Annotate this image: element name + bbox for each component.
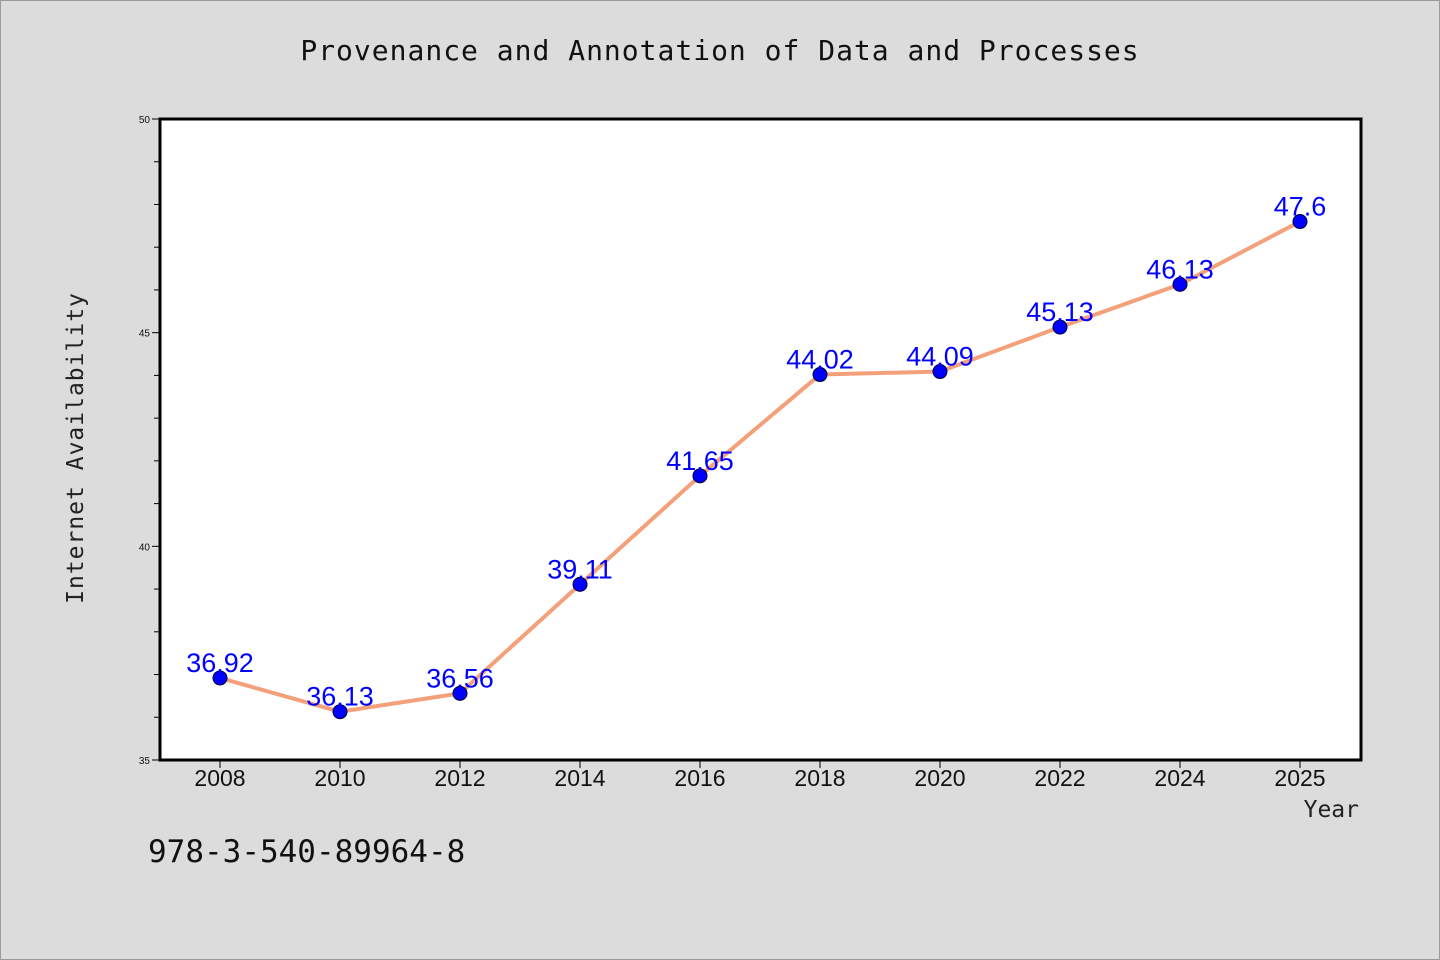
data-point [1292,214,1308,230]
x-tick-label: 2025 [1274,765,1325,791]
x-tick-label: 2012 [434,765,485,791]
data-point [692,468,708,484]
data-point [1172,276,1188,292]
x-tick-label: 2014 [554,765,605,791]
x-tick-label: 2016 [674,765,725,791]
data-label: 36.92 [186,648,254,678]
x-tick-label: 2022 [1034,765,1085,791]
data-point [332,704,348,720]
isbn-text: 978-3-540-89964-8 [148,834,466,870]
x-tick-label: 2020 [914,765,965,791]
data-point [452,685,468,701]
data-point [572,576,588,592]
y-tick-label: 45 [139,329,151,340]
data-label: 44.02 [786,345,854,375]
data-point [212,670,228,686]
data-label: 46.13 [1146,254,1214,284]
x-tick-label: 2018 [794,765,845,791]
data-label: 36.56 [426,663,494,693]
x-axis-label: Year [1303,797,1359,823]
chart-title: Provenance and Annotation of Data and Pr… [300,34,1140,67]
data-point [1052,319,1068,335]
x-tick-label: 2008 [194,765,245,791]
x-tick-label: 2010 [314,765,365,791]
data-label: 44.09 [906,342,974,372]
plot-area [158,117,1363,762]
data-label: 45.13 [1026,297,1094,327]
x-tick-label: 2024 [1154,765,1205,791]
data-label: 47.6 [1274,192,1327,222]
data-point [932,364,948,380]
data-label: 41.65 [666,446,734,476]
y-tick-label: 50 [139,115,151,126]
data-label: 39.11 [547,554,613,584]
data-label: 36.13 [306,682,374,712]
series-line [219,219,1301,714]
y-tick-label: 35 [139,756,151,767]
data-point [812,367,828,383]
y-tick-label: 40 [139,542,151,553]
